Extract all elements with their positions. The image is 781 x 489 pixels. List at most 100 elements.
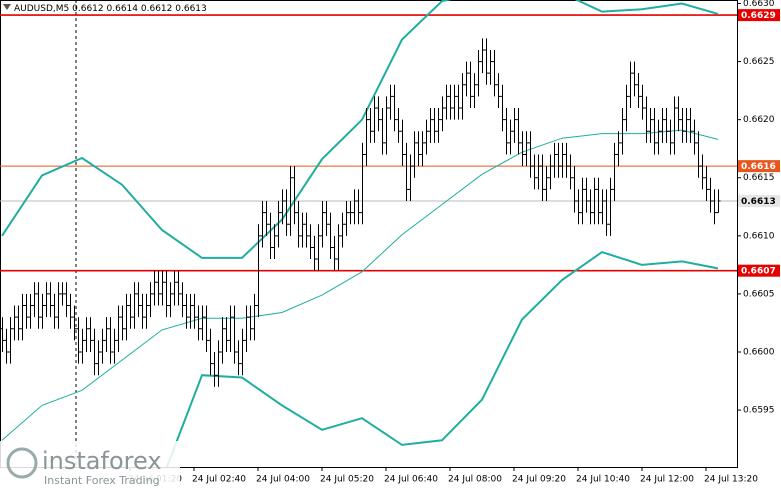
ohlc-bar [648, 108, 653, 143]
current-price-label-box [738, 194, 780, 207]
ohlc-bar [424, 119, 429, 155]
ohlc-bar [328, 212, 333, 260]
ohlc-bar [108, 317, 113, 364]
ohlc-bar [208, 328, 213, 376]
ohlc-bar [32, 282, 37, 318]
ohlc-bar [300, 212, 305, 248]
ohlc-bar [492, 49, 497, 97]
ohlc-bar [548, 154, 553, 190]
ohlc-bar [320, 200, 325, 248]
ohlc-bar [480, 38, 485, 74]
ohlc-bar [436, 108, 441, 143]
ohlc-bar [92, 328, 97, 376]
x-tick-label: 24 Jul 09:20 [512, 475, 566, 485]
ohlc-bar [16, 305, 21, 341]
ohlc-bar [484, 38, 489, 85]
ohlc-bar [76, 317, 81, 364]
last-high: 0.6614 [107, 4, 139, 14]
ohlc-bar [712, 189, 717, 225]
plot [0, 0, 737, 467]
ohlc-bar [412, 131, 417, 178]
ohlc-bar [368, 108, 373, 143]
ohlc-bar [156, 270, 161, 306]
last-low: 0.6612 [141, 4, 173, 14]
ohlc-bar [228, 305, 233, 352]
ohlc-bar [140, 293, 145, 329]
ohlc-bar [84, 317, 89, 352]
ohlc-bar [256, 224, 261, 318]
ohlc-bar [376, 96, 381, 132]
ohlc-bar [352, 189, 357, 225]
ohlc-bar [676, 96, 681, 132]
ohlc-bar [264, 200, 269, 236]
ohlc-bar [116, 305, 121, 352]
x-tick-label: 24 Jul 13:20 [704, 475, 758, 485]
level-label: 0.6607 [741, 267, 776, 277]
ohlc-bar [552, 142, 557, 178]
ohlc-bar [488, 49, 493, 85]
ohlc-bar [332, 235, 337, 271]
x-tick-label: 24 Jul 12:00 [640, 475, 694, 485]
ohlc-bar [312, 235, 317, 271]
ohlc-bar [224, 317, 229, 352]
ohlc-bar [512, 108, 517, 143]
y-tick-label: 0.6600 [743, 347, 775, 357]
ohlc-bar [64, 282, 69, 318]
ohlc-bar [624, 84, 629, 132]
ohlc-bar [656, 119, 661, 155]
ohlc-bar [248, 305, 253, 341]
ohlc-bar [396, 108, 401, 143]
ohlc-bar [388, 84, 393, 120]
ohlc-bar [528, 131, 533, 178]
current-price-label: 0.6613 [741, 197, 776, 207]
ohlc-bar [680, 108, 685, 143]
ohlc-bar [24, 293, 29, 329]
ohlc-bar [112, 328, 117, 364]
ohlc-bar [268, 212, 273, 260]
ohlc-bar [308, 224, 313, 260]
ohlc-bar [136, 282, 141, 318]
ohlc-bar [628, 61, 633, 109]
ohlc-bar [292, 166, 297, 225]
ohlc-bar [180, 282, 185, 318]
ohlc-bar [172, 270, 177, 306]
ohlc-bar [404, 142, 409, 201]
middle-band [1, 129, 719, 441]
ohlc-bar [544, 166, 549, 201]
ohlc-bar [420, 131, 425, 167]
ohlc-bar [460, 73, 465, 120]
ohlc-bar [416, 131, 421, 167]
ohlc-bar [384, 96, 389, 155]
brand: instaforex [42, 447, 162, 475]
ohlc-bar [468, 61, 473, 109]
ohlc-bar [620, 108, 625, 155]
ohlc-bar [524, 131, 529, 167]
ohlc-bar [608, 177, 613, 236]
ohlc-bar [584, 177, 589, 213]
level-label: 0.6629 [741, 11, 776, 21]
ohlc-bar [104, 317, 109, 352]
y-tick-label: 0.6630 [743, 0, 775, 9]
x-tick-label: 24 Jul 05:20 [320, 475, 374, 485]
ohlc-bar [272, 224, 277, 260]
ohlc-bar [392, 84, 397, 132]
last-open: 0.6612 [72, 4, 104, 14]
logo-mark [6, 447, 38, 479]
ohlc-bar [692, 119, 697, 155]
ohlc-bar [580, 177, 585, 225]
ohlc-bar [696, 131, 701, 178]
ohlc-bar [516, 108, 521, 155]
ohlc-bar [164, 270, 169, 318]
ohlc-bar [160, 270, 165, 306]
ohlc-bar [152, 270, 157, 306]
ohlc-bar [532, 154, 537, 190]
ohlc-bar [688, 108, 693, 143]
ohlc-bar [280, 189, 285, 225]
ohlc-bar [520, 131, 525, 167]
ohlc-bar [560, 142, 565, 178]
ohlc-bar [504, 108, 509, 155]
ohlc-bar [596, 177, 601, 225]
ohlc-bar [476, 49, 481, 97]
tagline: Instant Forex Trading [44, 474, 160, 487]
